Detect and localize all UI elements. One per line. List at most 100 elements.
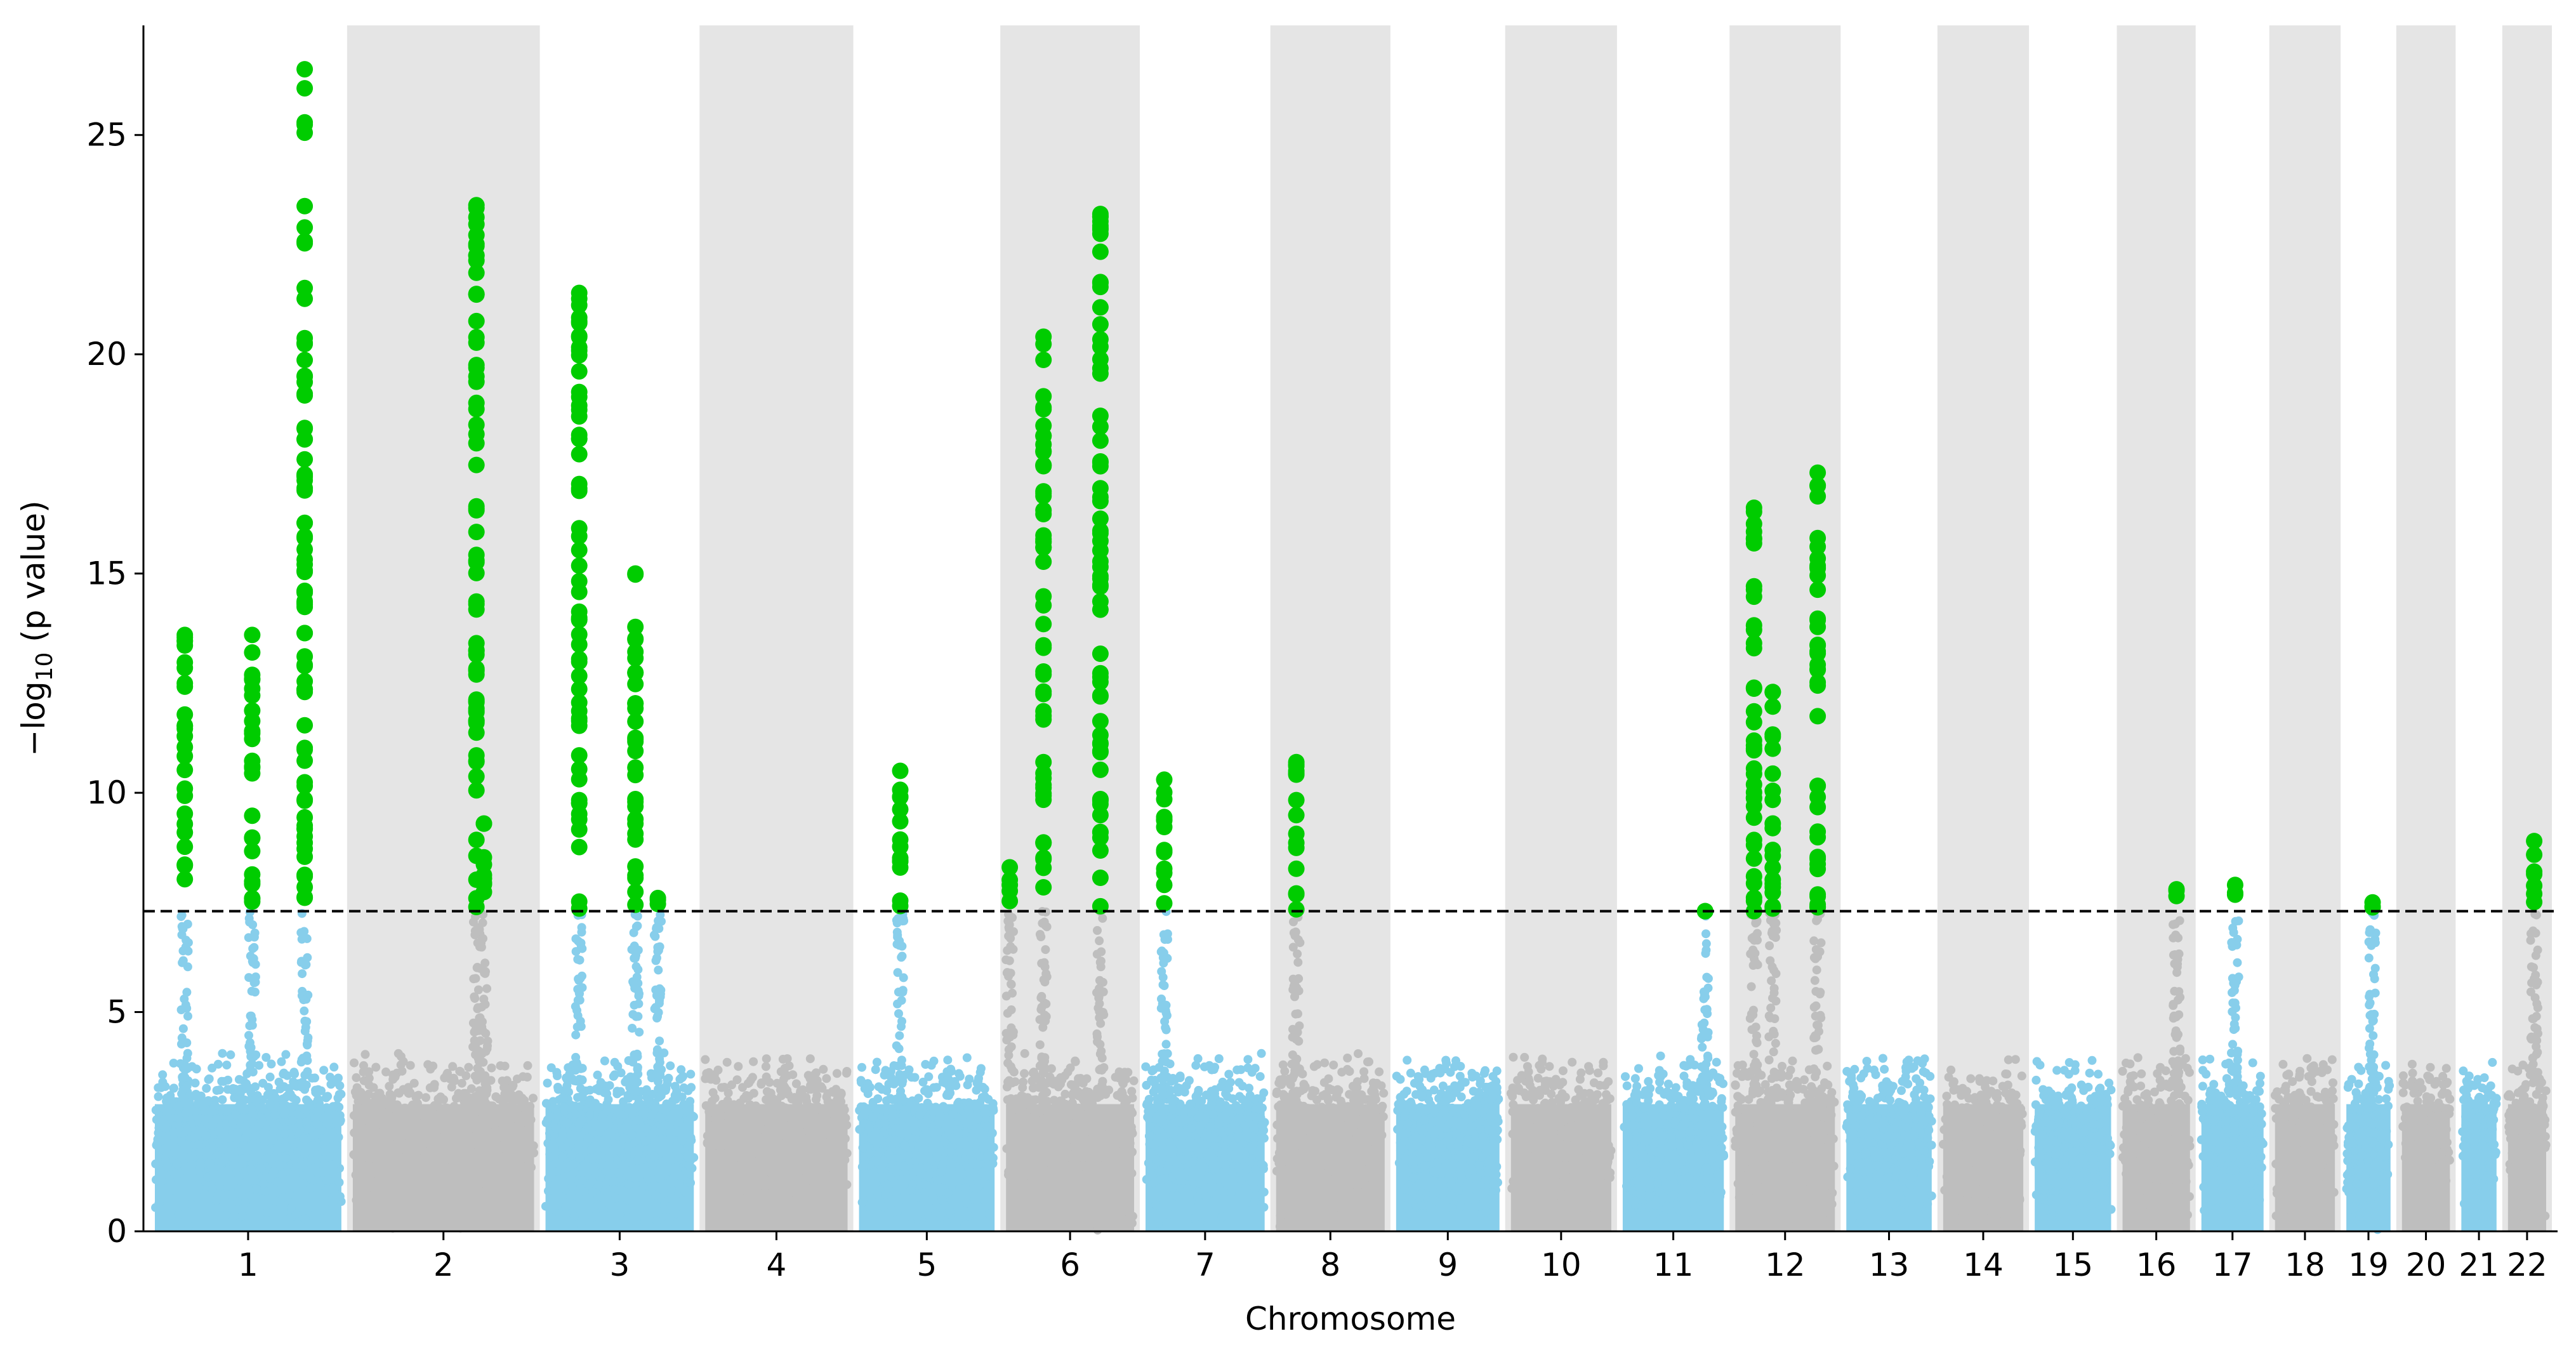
snp-point bbox=[838, 1146, 848, 1156]
snp-point bbox=[1669, 1190, 1679, 1200]
snp-point bbox=[1194, 1147, 1203, 1156]
snp-point bbox=[1564, 1109, 1574, 1118]
snp-point bbox=[448, 1062, 458, 1071]
snp-point bbox=[229, 1149, 239, 1159]
snp-point bbox=[1422, 1105, 1432, 1115]
snp-point bbox=[1509, 1052, 1518, 1062]
snp-point bbox=[300, 1148, 310, 1158]
snp-point bbox=[975, 1127, 985, 1136]
snp-point bbox=[1814, 1120, 1824, 1130]
snp-point bbox=[271, 1093, 281, 1102]
snp-point bbox=[1685, 1127, 1694, 1137]
snp-point bbox=[1182, 1167, 1192, 1176]
snp-point bbox=[1942, 1092, 1952, 1101]
snp-point bbox=[1653, 1178, 1662, 1188]
snp-point bbox=[652, 1216, 661, 1226]
snp-point bbox=[1846, 1164, 1855, 1174]
snp-point bbox=[317, 1125, 326, 1135]
snp-point bbox=[733, 1118, 743, 1127]
snp-point bbox=[465, 1217, 474, 1226]
snp-point bbox=[390, 1149, 399, 1158]
snp-point bbox=[1744, 1095, 1754, 1104]
snp-point bbox=[362, 1125, 371, 1135]
snp-point bbox=[806, 1081, 815, 1090]
chromosome-band-20 bbox=[2396, 25, 2456, 1231]
snp-point bbox=[215, 1085, 224, 1095]
snp-point bbox=[177, 1137, 187, 1147]
snp-point bbox=[1547, 1089, 1556, 1099]
snp-point bbox=[1976, 1185, 1985, 1194]
snp-point bbox=[1028, 1068, 1038, 1078]
snp-point bbox=[864, 1210, 873, 1219]
snp-point bbox=[1786, 1081, 1795, 1090]
snp-point bbox=[186, 1200, 195, 1209]
snp-point bbox=[1074, 1194, 1084, 1203]
snp-point bbox=[1326, 1122, 1336, 1132]
snp-point bbox=[1040, 1105, 1050, 1115]
snp-point bbox=[741, 1158, 751, 1168]
snp-point bbox=[559, 1094, 569, 1103]
snp-point bbox=[1450, 1062, 1459, 1071]
snp-point bbox=[517, 1097, 526, 1107]
snp-point bbox=[428, 1123, 437, 1132]
snp-point bbox=[484, 1120, 494, 1130]
snp-point bbox=[638, 1163, 647, 1172]
snp-point bbox=[936, 1212, 945, 1222]
snp-point bbox=[1311, 1118, 1320, 1127]
snp-point bbox=[612, 1106, 621, 1115]
snp-point bbox=[381, 1137, 391, 1146]
snp-point bbox=[1881, 1188, 1891, 1198]
snp-point bbox=[732, 1075, 742, 1085]
snp-point bbox=[1144, 1106, 1153, 1116]
snp-point bbox=[208, 1063, 217, 1073]
snp-point bbox=[1172, 1118, 1182, 1127]
snp-point bbox=[1432, 1158, 1442, 1168]
snp-point bbox=[569, 1212, 579, 1221]
snp-point bbox=[226, 1050, 235, 1059]
snp-point bbox=[781, 1194, 790, 1203]
snp-point bbox=[890, 1076, 899, 1086]
snp-point bbox=[1939, 1139, 1948, 1149]
snp-point bbox=[723, 1111, 732, 1120]
snp-point bbox=[1637, 1143, 1646, 1153]
snp-point bbox=[1092, 1208, 1102, 1218]
snp-point bbox=[1409, 1173, 1418, 1182]
snp-point bbox=[1393, 1125, 1403, 1134]
snp-point bbox=[1702, 1113, 1712, 1122]
snp-point bbox=[679, 1083, 689, 1092]
snp-point bbox=[1483, 1194, 1493, 1204]
snp-point bbox=[1012, 1181, 1021, 1190]
snp-point bbox=[1886, 1095, 1895, 1105]
snp-point bbox=[1753, 1127, 1762, 1137]
snp-point bbox=[1788, 1168, 1797, 1177]
snp-point bbox=[1345, 1182, 1354, 1191]
chromosome-band-16 bbox=[2117, 25, 2196, 1231]
snp-point bbox=[880, 1118, 890, 1127]
snp-point bbox=[1411, 1132, 1420, 1142]
snp-point bbox=[1310, 1213, 1319, 1222]
snp-point bbox=[1672, 1200, 1681, 1210]
snp-point bbox=[1195, 1123, 1205, 1132]
snp-point bbox=[1141, 1062, 1151, 1071]
snp-point bbox=[1329, 1061, 1338, 1069]
snp-point bbox=[1275, 1222, 1285, 1231]
snp-point bbox=[360, 1050, 370, 1059]
snp-point bbox=[717, 1167, 726, 1177]
snp-point bbox=[634, 1172, 644, 1182]
snp-point bbox=[1715, 1144, 1725, 1154]
snp-point bbox=[1849, 1083, 1859, 1093]
snp-point bbox=[599, 1121, 609, 1130]
snp-point bbox=[577, 1222, 586, 1231]
snp-point bbox=[1549, 1082, 1558, 1091]
snp-point bbox=[189, 1106, 199, 1115]
snp-point bbox=[1148, 1172, 1158, 1181]
snp-point bbox=[553, 1085, 563, 1094]
snp-point bbox=[1215, 1104, 1224, 1113]
snp-point bbox=[381, 1067, 391, 1076]
snp-point bbox=[686, 1135, 696, 1145]
snp-point bbox=[451, 1149, 460, 1159]
snp-point bbox=[373, 1192, 383, 1201]
snp-point bbox=[190, 1133, 199, 1142]
snp-point bbox=[1846, 1172, 1856, 1182]
snp-point bbox=[1090, 1156, 1099, 1166]
